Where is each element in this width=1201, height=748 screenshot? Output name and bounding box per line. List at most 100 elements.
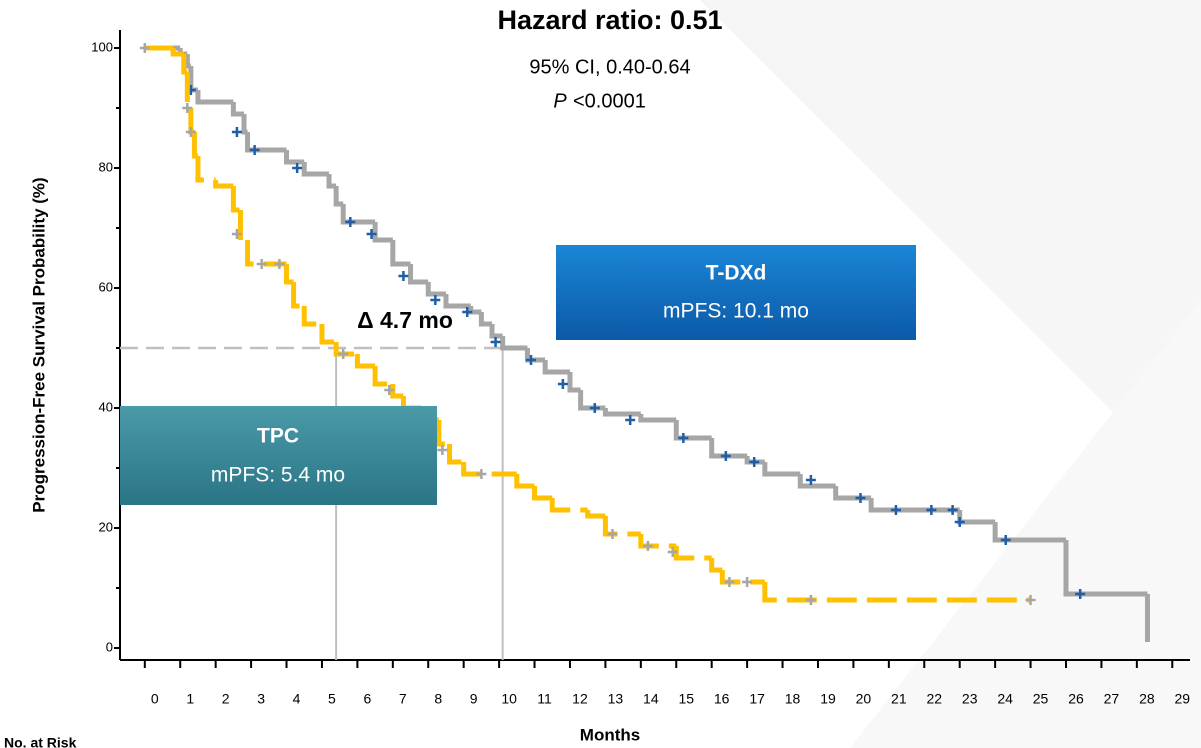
censor-mark	[366, 229, 377, 239]
p-label: P	[553, 90, 567, 112]
censor-mark	[678, 433, 689, 443]
km-step	[195, 156, 216, 183]
x-tick-label: 5	[328, 691, 336, 707]
km-step	[184, 72, 191, 111]
km-step	[602, 516, 641, 537]
censor-mark	[947, 505, 958, 515]
x-tick-label: 22	[926, 691, 942, 707]
km-step	[191, 132, 198, 159]
km-step	[468, 306, 482, 315]
km-step	[301, 306, 322, 327]
km-step	[245, 132, 287, 153]
x-tick-label: 0	[151, 691, 159, 707]
x-tick-label: 24	[997, 691, 1013, 707]
censor-mark	[231, 127, 242, 137]
km-step	[762, 582, 1031, 603]
km-step	[408, 264, 429, 285]
km-step	[673, 546, 712, 561]
km-step	[390, 384, 404, 399]
censor-mark	[890, 505, 901, 515]
box-title: TPC	[257, 425, 299, 448]
km-step	[514, 474, 535, 489]
x-tick-label: 3	[257, 691, 265, 707]
x-tick-label: 9	[470, 691, 478, 707]
km-step	[284, 264, 294, 285]
km-step	[578, 390, 606, 411]
censor-mark	[384, 385, 395, 395]
risk-label: No. at Risk	[4, 735, 77, 748]
km-step	[447, 444, 464, 465]
y-axis-label: Progression-Free Survival Probability (%…	[29, 177, 48, 512]
x-tick-label: 19	[820, 691, 836, 707]
x-tick-label: 17	[749, 691, 765, 707]
y-tick-label: 60	[99, 279, 113, 294]
censor-mark	[749, 457, 760, 467]
box-summary: mPFS: 5.4 mo	[211, 464, 345, 487]
km-step	[461, 462, 517, 477]
censor-mark	[724, 577, 735, 587]
censor-mark	[1000, 535, 1011, 545]
x-tick-label: 20	[856, 691, 872, 707]
censor-mark	[437, 445, 448, 455]
y-tick-label: 40	[99, 399, 113, 414]
y-tick-label: 80	[99, 159, 113, 174]
x-tick-label: 13	[608, 691, 624, 707]
delta-label: Δ 4.7 mo	[357, 307, 453, 333]
background-shape	[850, 300, 1201, 748]
km-step	[797, 474, 836, 489]
censor-mark	[589, 403, 600, 413]
km-step	[489, 324, 503, 339]
x-axis-label: Months	[580, 725, 640, 744]
censor-mark	[345, 217, 356, 227]
censor-mark	[926, 505, 937, 515]
x-tick-label: 6	[363, 691, 371, 707]
box-summary: mPFS: 10.1 mo	[663, 300, 809, 323]
x-tick-label: 27	[1104, 691, 1120, 707]
censor-mark	[462, 307, 473, 317]
censor-mark	[625, 415, 636, 425]
x-tick-label: 2	[222, 691, 230, 707]
km-step	[333, 186, 344, 207]
km-step	[709, 558, 723, 573]
km-step	[602, 408, 641, 417]
km-step	[500, 336, 528, 351]
km-step	[542, 360, 570, 375]
censor-mark	[430, 295, 441, 305]
km-step	[241, 114, 248, 135]
censor-mark	[338, 349, 349, 359]
x-tick-label: 7	[399, 691, 407, 707]
censor-mark	[231, 229, 242, 239]
km-step	[340, 204, 376, 225]
km-step	[319, 324, 337, 345]
km-step	[436, 420, 450, 447]
x-tick-label: 23	[962, 691, 978, 707]
x-tick-label: 1	[186, 691, 194, 707]
censor-mark	[667, 547, 678, 557]
x-tick-label: 4	[293, 691, 301, 707]
km-step	[237, 210, 248, 243]
km-step	[673, 420, 712, 441]
km-step	[390, 240, 411, 267]
km-step	[762, 462, 801, 477]
p-value: <0.0001	[573, 90, 646, 112]
km-step	[567, 372, 581, 393]
km-step	[245, 240, 287, 267]
censor-mark	[954, 517, 965, 527]
x-tick-label: 28	[1139, 691, 1155, 707]
km-step	[184, 54, 191, 69]
km-step	[170, 48, 184, 57]
censor-mark	[185, 127, 196, 137]
box-title: T-DXd	[706, 262, 767, 285]
x-tick-label: 10	[501, 691, 517, 707]
censor-mark	[249, 145, 260, 155]
km-step	[585, 510, 606, 519]
tpc-box	[120, 406, 437, 505]
km-step	[333, 342, 358, 357]
km-step	[532, 486, 553, 501]
censor-mark	[476, 469, 487, 479]
censor-mark	[398, 271, 409, 281]
censor-mark	[490, 337, 501, 347]
km-step	[372, 366, 393, 387]
y-tick-label: 0	[106, 639, 113, 654]
